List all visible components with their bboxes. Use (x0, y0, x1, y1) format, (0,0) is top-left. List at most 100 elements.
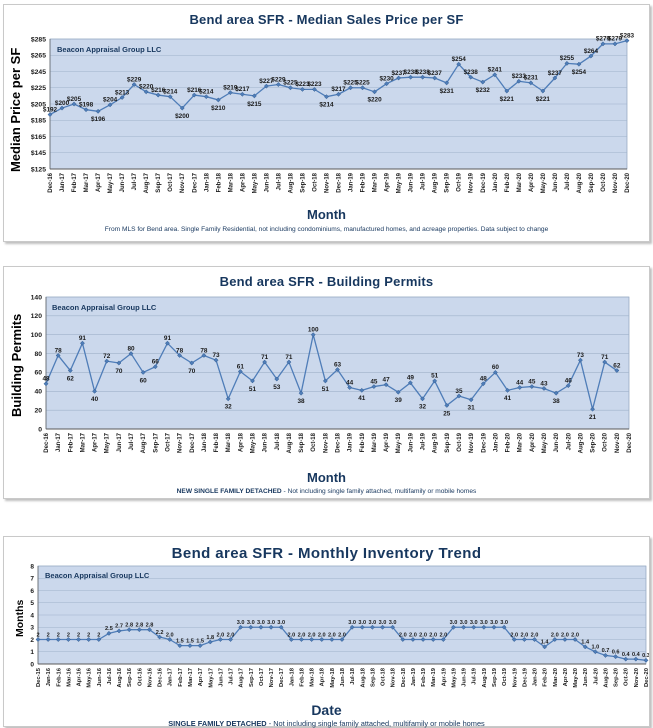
chart-footnote: SINGLE FAMILY DETACHED - Not including s… (4, 719, 649, 728)
svg-text:Jun-18: Jun-18 (264, 172, 270, 192)
svg-text:Jul-19: Jul-19 (421, 432, 427, 450)
svg-text:Dec-16: Dec-16 (48, 172, 54, 192)
svg-text:$125: $125 (31, 166, 46, 173)
svg-text:0.7: 0.7 (602, 648, 610, 654)
svg-text:$200: $200 (175, 113, 190, 120)
svg-text:Apr-17: Apr-17 (96, 172, 102, 192)
svg-text:Jan-20: Jan-20 (493, 432, 499, 452)
svg-text:$192: $192 (43, 106, 58, 113)
svg-text:70: 70 (188, 368, 196, 375)
svg-text:Sep-17: Sep-17 (249, 668, 255, 687)
svg-text:Mar-17: Mar-17 (84, 172, 90, 192)
svg-text:Feb-18: Feb-18 (216, 172, 222, 192)
svg-text:91: 91 (79, 335, 87, 342)
svg-text:Nov-19: Nov-19 (469, 172, 475, 193)
svg-text:1.5: 1.5 (186, 638, 194, 644)
svg-text:2.0: 2.0 (338, 632, 346, 638)
svg-text:$220: $220 (367, 97, 382, 104)
svg-text:Nov-20: Nov-20 (634, 668, 640, 687)
svg-text:Apr-18: Apr-18 (240, 172, 246, 192)
svg-text:Apr-19: Apr-19 (385, 172, 391, 192)
svg-text:Dec-20: Dec-20 (625, 172, 631, 192)
svg-text:$200: $200 (55, 100, 70, 107)
svg-text:51: 51 (322, 386, 330, 393)
svg-text:7: 7 (30, 576, 34, 583)
footnote-text: - Not including single family attached, … (266, 719, 485, 728)
svg-text:2.0: 2.0 (510, 632, 518, 638)
svg-text:$216: $216 (151, 87, 166, 94)
svg-text:1.4: 1.4 (541, 640, 550, 646)
svg-text:2.0: 2.0 (429, 632, 437, 638)
svg-text:Jul-19: Jul-19 (472, 667, 478, 685)
svg-text:3.0: 3.0 (257, 620, 265, 626)
svg-text:Aug-19: Aug-19 (433, 172, 439, 193)
svg-text:2.0: 2.0 (298, 632, 306, 638)
svg-text:Oct-17: Oct-17 (259, 668, 265, 686)
x-axis-title-date: Date (311, 702, 342, 718)
svg-text:Jun-18: Jun-18 (340, 667, 346, 686)
svg-text:2: 2 (97, 632, 100, 638)
svg-text:1.8: 1.8 (206, 635, 214, 641)
svg-text:May-16: May-16 (87, 667, 93, 687)
svg-text:100: 100 (31, 332, 43, 339)
y-axis-title-months: Months (14, 599, 26, 637)
beacon-watermark: Beacon Appraisal Group LLC (45, 571, 150, 580)
svg-text:Dec-16: Dec-16 (44, 432, 50, 452)
svg-text:40: 40 (34, 389, 42, 396)
svg-text:80: 80 (127, 345, 135, 352)
svg-text:Nov-16: Nov-16 (147, 667, 153, 687)
y-axis-title-median-price: Median Price per SF (8, 47, 23, 172)
svg-text:Sep-18: Sep-18 (299, 432, 305, 452)
svg-text:Jan-17: Jan-17 (60, 172, 66, 192)
svg-text:$232: $232 (476, 87, 491, 94)
svg-text:Jun-17: Jun-17 (117, 432, 123, 452)
svg-text:$227: $227 (259, 78, 274, 85)
footnote-text: From MLS for Bend area. Single Family Re… (104, 226, 549, 233)
svg-text:Sep-19: Sep-19 (445, 172, 451, 192)
svg-text:Sep-18: Sep-18 (370, 667, 376, 687)
svg-text:1: 1 (30, 649, 34, 656)
svg-text:Feb-16: Feb-16 (56, 667, 62, 686)
svg-text:Mar-20: Mar-20 (553, 668, 559, 687)
svg-text:$237: $237 (391, 70, 406, 77)
svg-text:$205: $205 (67, 96, 82, 103)
svg-text:$185: $185 (31, 118, 46, 125)
svg-text:60: 60 (34, 370, 42, 377)
svg-text:2.0: 2.0 (217, 632, 225, 638)
svg-text:8: 8 (30, 563, 34, 570)
svg-text:78: 78 (55, 347, 63, 354)
svg-text:1.5: 1.5 (196, 638, 204, 644)
svg-text:$245: $245 (31, 69, 46, 76)
svg-text:100: 100 (308, 327, 319, 334)
svg-text:Mar-19: Mar-19 (373, 172, 379, 192)
svg-text:Oct-20: Oct-20 (624, 668, 630, 686)
svg-text:May-19: May-19 (396, 432, 402, 453)
svg-text:Oct-19: Oct-19 (457, 172, 463, 191)
svg-text:Feb-18: Feb-18 (299, 667, 305, 686)
svg-text:Dec-18: Dec-18 (336, 432, 342, 452)
svg-text:Aug-19: Aug-19 (482, 667, 488, 687)
svg-text:73: 73 (212, 352, 220, 359)
svg-text:0: 0 (38, 426, 42, 433)
svg-text:78: 78 (200, 347, 208, 354)
svg-text:72: 72 (103, 353, 111, 360)
svg-text:0.4: 0.4 (632, 652, 641, 658)
svg-text:Jul-18: Jul-18 (275, 432, 281, 450)
svg-text:1.0: 1.0 (591, 645, 599, 651)
svg-text:$205: $205 (31, 101, 46, 108)
svg-text:1.5: 1.5 (176, 638, 184, 644)
svg-text:Apr-20: Apr-20 (563, 668, 569, 686)
svg-text:$229: $229 (271, 76, 286, 83)
svg-text:38: 38 (553, 398, 561, 405)
svg-text:48: 48 (42, 376, 50, 383)
svg-text:May-19: May-19 (451, 667, 457, 687)
svg-text:May-19: May-19 (397, 172, 403, 193)
svg-text:2.8: 2.8 (125, 623, 133, 629)
svg-text:Dec-19: Dec-19 (481, 432, 487, 452)
svg-text:43: 43 (540, 380, 548, 387)
svg-text:May-20: May-20 (542, 432, 548, 453)
svg-text:Sep-20: Sep-20 (591, 432, 597, 452)
svg-text:Nov-20: Nov-20 (615, 432, 621, 453)
svg-text:71: 71 (261, 354, 269, 361)
svg-text:2.0: 2.0 (571, 632, 579, 638)
